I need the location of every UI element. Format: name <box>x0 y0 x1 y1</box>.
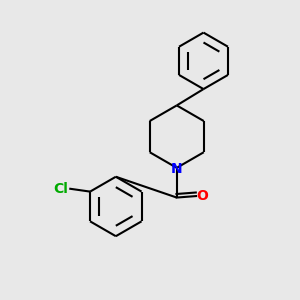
Text: N: N <box>171 162 183 176</box>
Text: Cl: Cl <box>53 182 68 196</box>
Text: O: O <box>197 189 208 203</box>
